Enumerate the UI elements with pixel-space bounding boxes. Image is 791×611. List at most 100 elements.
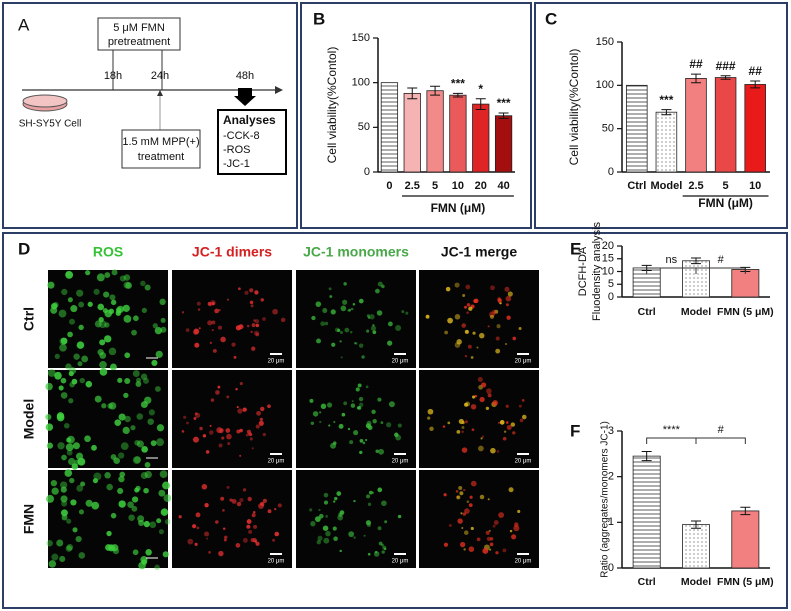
cell-spot [66,437,72,443]
cell-spot [154,386,161,392]
cell-spot [466,303,471,307]
cell-spot [485,406,490,411]
cell-spot [131,505,138,512]
cell-spot [118,413,126,421]
cell-spot [160,508,169,516]
cell-spot [93,288,100,295]
cell-spot [61,454,67,461]
x-tick-label: 10 [452,180,464,192]
cell-spot [505,421,509,424]
cell-spot [111,269,118,276]
cell-spot [502,436,507,441]
significance-label: *** [497,96,511,110]
cell-spot [50,479,58,487]
cell-spot [463,488,466,492]
cell-spot [511,534,517,540]
cell-spot [65,363,72,370]
cell-spot [376,310,383,316]
cell-spot [255,424,260,429]
x-tick-label: 40 [497,180,509,192]
cell-spot [357,383,362,388]
cell-spot [222,509,225,512]
y-tick-label: 50 [358,121,370,133]
time-label: 48h [236,70,254,82]
scale-bar-label: 20 μm [268,459,285,465]
cell-spot [466,311,469,314]
cell-spot [181,311,185,314]
cell-spot [513,525,520,532]
cell-spot [137,515,145,523]
y-axis-label: Fluodensity analysis [591,221,603,321]
cell-spot [135,381,142,387]
micrograph [419,470,539,568]
significance-bracket [646,437,746,444]
cell-spot [262,317,266,321]
cell-spot [444,330,449,335]
cell-spot [260,406,265,412]
dish [22,94,68,108]
cell-spot [113,457,121,465]
cell-spot [461,447,468,453]
cell-spot [210,398,215,402]
cell-spot [211,301,215,306]
cell-spot [209,341,213,345]
cell-spot [323,492,329,498]
cell-spot [124,377,131,385]
cell-spot [514,522,519,527]
bar [714,77,737,173]
cell-spot [461,323,467,328]
x-tick-label: 20 [475,180,487,192]
cell-spot [141,559,148,566]
cell-spot [72,527,78,533]
cell-spot [262,432,267,437]
bar [403,92,421,173]
cell-spot [239,498,244,503]
cell-spot [454,314,461,320]
cell-spot [254,319,260,324]
cell-spot [226,395,230,399]
cell-spot [358,298,364,304]
cell-spot [387,321,393,327]
cell-spot [344,327,350,333]
cell-spot [372,419,377,424]
cell-spot [319,411,322,414]
cell-spot [45,382,53,391]
cell-spot [51,302,58,310]
cell-spot [309,398,314,403]
bar [632,455,661,569]
cell-spot [324,321,329,326]
cell-spot [486,388,492,394]
cell-spot [397,423,402,428]
cell-spot [85,380,93,388]
cell-spot [159,298,166,306]
cell-spot [487,325,490,328]
cell-spot [140,280,146,287]
cell-spot [495,348,501,354]
cell-spot [205,450,210,454]
cell-spot [72,442,80,450]
cell-spot [350,330,353,334]
y-tick-label: 0 [608,166,614,178]
cell-spot [448,523,452,527]
cell-spot [463,530,469,535]
cell-spot [317,535,323,541]
panel-letter: D [18,239,30,258]
error-bar [691,257,701,265]
cell-spot [237,408,243,414]
y-axis-label: DCFH-DA [577,246,589,296]
cell-spot [145,549,152,556]
cell-spot [99,352,107,359]
cell-spot [323,537,330,544]
cell-spot [395,325,402,331]
micrograph [296,270,416,368]
cell-spot [110,512,117,519]
cell-spot [67,331,73,338]
cell-spot [502,548,507,553]
cell-spot [519,418,524,423]
analyses-item: -JC-1 [223,158,250,170]
cell-spot [60,481,68,489]
cell-spot [132,370,140,378]
cell-spot [468,503,473,508]
cell-spot [85,270,91,276]
bar [731,269,760,298]
